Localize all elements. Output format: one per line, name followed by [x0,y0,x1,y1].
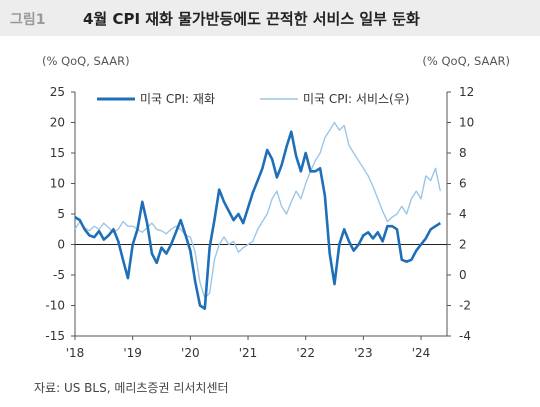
right-tick-label: 10 [459,116,474,130]
left-tick-label: 5 [57,207,65,221]
right-tick-label: 6 [459,177,467,191]
left-axis: 25 20 15 10 5 0 -5 -10 -15 [45,85,75,343]
right-tick-label: -2 [459,299,471,313]
legend: 미국 CPI: 재화 미국 CPI: 서비스(우) [97,92,409,106]
figure-title: 4월 CPI 재화 물가반등에도 끈적한 서비스 일부 둔화 [83,10,420,28]
right-tick-label: 0 [459,268,467,282]
right-tick-label: 4 [459,207,467,221]
x-tick-label: '19 [123,346,142,360]
plot-frame [74,92,448,337]
series-line-goods [74,130,442,310]
right-tick-label: 12 [459,85,474,99]
x-tick-label: '18 [66,346,85,360]
right-tick-label: -4 [459,329,471,343]
left-tick-label: 0 [57,238,65,252]
x-tick-label: '22 [296,346,315,360]
series-layer [74,121,442,310]
left-tick-label: -10 [45,299,65,313]
left-tick-label: 10 [50,177,65,191]
left-tick-label: -5 [53,268,65,282]
figure-label: 그림1 [10,12,46,28]
right-tick-label: 2 [459,238,467,252]
left-tick-label: 25 [50,85,65,99]
right-axis: 12 10 8 6 4 2 0 -2 -4 [447,85,474,343]
x-tick-label: '23 [354,346,373,360]
legend-item-services-label: 미국 CPI: 서비스(우) [303,92,409,106]
left-tick-label: 15 [50,146,65,160]
x-tick-label: '21 [239,346,258,360]
right-tick-label: 8 [459,146,467,160]
right-axis-unit: (% QoQ, SAAR) [422,54,510,68]
legend-item-goods-label: 미국 CPI: 재화 [140,92,215,106]
left-axis-unit: (% QoQ, SAAR) [42,54,130,68]
left-tick-label: -15 [45,329,65,343]
left-tick-label: 20 [50,116,65,130]
figure-header: 그림1 4월 CPI 재화 물가반등에도 끈적한 서비스 일부 둔화 [0,0,540,36]
x-axis: '18 '19 '20 '21 '22 '23 '24 [66,336,431,360]
x-tick-label: '20 [181,346,200,360]
series-line-services [74,121,441,299]
source-note: 자료: US BLS, 메리츠증권 리서치센터 [34,381,229,395]
x-tick-label: '24 [412,346,431,360]
